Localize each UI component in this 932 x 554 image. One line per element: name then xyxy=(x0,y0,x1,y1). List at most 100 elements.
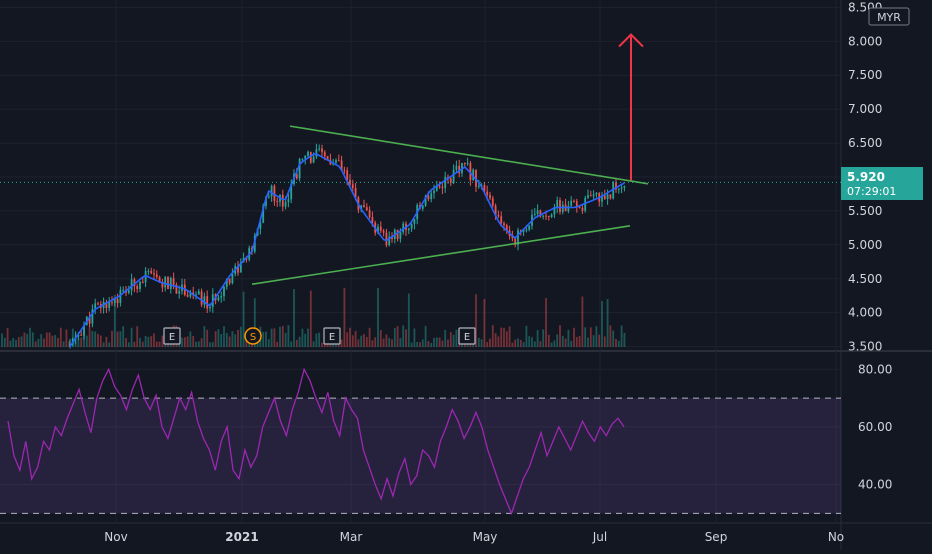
volume-bar xyxy=(192,335,195,347)
candle-body xyxy=(589,195,592,197)
candle-body xyxy=(494,205,497,216)
candle-body xyxy=(295,173,298,179)
candle-body xyxy=(536,210,539,214)
volume-bar xyxy=(539,341,542,347)
volume-bar xyxy=(545,297,547,347)
candle-body xyxy=(410,223,413,229)
volume-bar xyxy=(15,340,17,347)
volume-bar xyxy=(214,331,217,347)
volume-bar xyxy=(340,339,343,347)
candle-body xyxy=(323,152,326,157)
volume-bar xyxy=(581,296,584,347)
candle-body xyxy=(365,207,368,211)
candle-body xyxy=(556,200,559,209)
time-tick-label: Mar xyxy=(340,530,363,544)
volume-bar xyxy=(360,335,363,347)
volume-bar xyxy=(449,332,452,347)
volume-bar xyxy=(393,328,396,347)
volume-bar xyxy=(511,342,514,347)
volume-bar xyxy=(497,336,500,347)
candle-body xyxy=(155,274,158,278)
volume-bar xyxy=(547,334,550,347)
volume-bar xyxy=(265,331,267,347)
volume-bar xyxy=(153,333,155,347)
candle-body xyxy=(122,290,125,292)
last-price-badge: 5.920 07:29:01 xyxy=(841,167,923,200)
candle-body xyxy=(427,195,430,200)
volume-bar xyxy=(623,332,626,347)
candle-body xyxy=(561,204,564,212)
candle-body xyxy=(533,213,536,215)
candle-body xyxy=(368,210,371,217)
currency-badge[interactable]: MYR xyxy=(868,7,910,26)
candle-body xyxy=(528,225,531,230)
candle-body xyxy=(382,230,385,233)
candle-body xyxy=(497,215,500,217)
volume-bar xyxy=(570,340,573,347)
volume-bar xyxy=(133,341,136,347)
candle-body xyxy=(396,229,399,239)
candle-body xyxy=(304,155,307,159)
candle-body xyxy=(267,196,270,198)
candle-body xyxy=(276,201,279,203)
volume-bar xyxy=(270,328,273,347)
candle-body xyxy=(172,278,175,285)
candle-body xyxy=(421,205,424,209)
volume-bar xyxy=(102,342,105,347)
volume-bar xyxy=(617,340,620,347)
price-tick-label: 5.000 xyxy=(848,238,882,252)
candle-body xyxy=(83,325,85,336)
volume-bar xyxy=(427,341,430,347)
volume-bar xyxy=(357,339,360,347)
candle-body xyxy=(223,286,225,297)
volume-bar xyxy=(573,327,575,347)
candle-body xyxy=(335,160,337,163)
candle-body xyxy=(545,215,547,217)
volume-bar xyxy=(396,326,399,347)
volume-bar xyxy=(438,337,441,347)
candle-body xyxy=(567,205,570,212)
candle-body xyxy=(307,151,309,156)
volume-bar xyxy=(592,335,595,347)
candle-body xyxy=(584,197,587,211)
candle-body xyxy=(178,291,181,294)
candle-body xyxy=(489,194,491,199)
volume-bar xyxy=(57,337,59,347)
volume-bar xyxy=(536,330,539,347)
candle-body xyxy=(469,163,472,181)
volume-bar xyxy=(491,325,494,347)
volume-bar xyxy=(318,332,321,347)
candle-body xyxy=(130,279,133,291)
volume-bar xyxy=(402,325,405,347)
volume-bar xyxy=(388,337,391,347)
volume-bar xyxy=(522,342,525,347)
price-tick-label: 4.500 xyxy=(848,272,882,286)
volume-bar xyxy=(284,332,287,347)
volume-bar xyxy=(59,327,62,347)
volume-bar xyxy=(295,339,298,347)
volume-bar xyxy=(158,341,161,347)
volume-bar xyxy=(130,327,133,347)
candle-body xyxy=(209,306,211,309)
volume-bar xyxy=(181,337,183,347)
candle-body xyxy=(407,228,410,231)
candle-body xyxy=(349,179,351,185)
volume-bar xyxy=(203,326,206,347)
candle-body xyxy=(559,200,561,212)
candle-body xyxy=(603,195,606,200)
countdown-label: 07:29:01 xyxy=(847,185,896,198)
candle-body xyxy=(144,271,147,283)
volume-bar xyxy=(494,333,497,347)
volume-bar xyxy=(31,332,34,347)
candle-body xyxy=(570,200,573,206)
volume-bar xyxy=(301,328,304,347)
volume-bar xyxy=(528,336,531,347)
candle-body xyxy=(150,270,153,274)
volume-bar xyxy=(463,342,466,347)
candle-body xyxy=(298,158,301,179)
volume-bar xyxy=(116,331,119,347)
volume-bar xyxy=(287,325,290,347)
rsi-tick-label: 40.00 xyxy=(858,478,892,492)
